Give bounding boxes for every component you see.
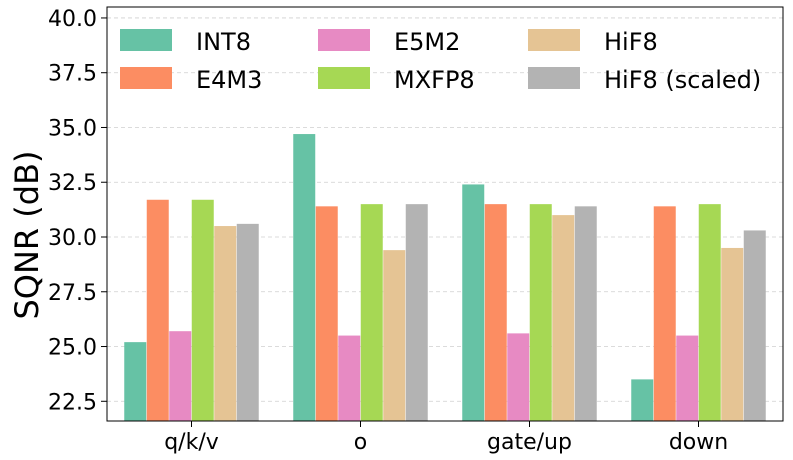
y-tick-label: 27.5 — [48, 281, 97, 306]
y-axis-label: SQNR (dB) — [8, 150, 46, 319]
legend: INT8 E5M2 HiF8 E4M3 MXFP8 HiF8 (scaled) — [120, 28, 761, 94]
legend-label: INT8 — [196, 28, 251, 56]
bar-hif8-scaled-q-k-v — [236, 223, 259, 421]
bar-e4m3-down — [653, 206, 676, 421]
bar-hif8-gate-up — [552, 215, 575, 421]
y-tick-label: 37.5 — [48, 62, 97, 87]
y-tick-label: 32.5 — [48, 171, 97, 196]
legend-label: HiF8 (scaled) — [604, 66, 761, 94]
bar-e5m2-down — [676, 335, 699, 421]
bar-hif8-scaled-o — [405, 204, 428, 421]
y-tick-label: 22.5 — [48, 390, 97, 415]
bar-mxfp8-q-k-v — [191, 199, 214, 421]
x-tick-label: q/k/v — [164, 430, 219, 455]
bars-layer — [124, 134, 766, 422]
bar-hif8-down — [721, 247, 744, 421]
bar-hif8-o — [383, 250, 406, 421]
x-tick-label: down — [669, 430, 728, 455]
legend-swatch — [318, 29, 370, 51]
x-tick-label: gate/up — [487, 430, 572, 455]
legend-swatch — [528, 67, 580, 89]
legend-swatch — [528, 29, 580, 51]
legend-label: MXFP8 — [394, 66, 475, 94]
bar-mxfp8-gate-up — [529, 204, 552, 421]
y-tick-label: 25.0 — [48, 336, 97, 361]
bar-mxfp8-o — [360, 204, 383, 421]
bar-e5m2-o — [338, 335, 361, 421]
legend-swatch — [120, 29, 172, 51]
legend-swatch — [120, 67, 172, 89]
bar-e5m2-gate-up — [507, 333, 530, 421]
bar-hif8-scaled-gate-up — [574, 206, 597, 421]
y-tick-label: 35.0 — [48, 116, 97, 141]
bar-hif8-q-k-v — [214, 226, 237, 421]
bar-mxfp8-down — [698, 204, 721, 421]
legend-swatch — [318, 67, 370, 89]
bar-int8-gate-up — [462, 184, 485, 421]
legend-label: E4M3 — [196, 66, 262, 94]
y-tick-label: 40.0 — [48, 7, 97, 32]
bar-int8-down — [631, 379, 654, 421]
x-tick-label: o — [354, 430, 367, 455]
bar-int8-o — [293, 134, 316, 422]
bar-e4m3-o — [315, 206, 338, 421]
bar-hif8-scaled-down — [743, 230, 766, 421]
plot-frame — [106, 6, 784, 422]
bar-int8-q-k-v — [124, 342, 147, 421]
bar-e5m2-q-k-v — [169, 331, 192, 421]
legend-label: E5M2 — [394, 28, 460, 56]
axes-layer: 22.5 25.0 27.5 30.0 32.5 35.0 37.5 40.0 q/k/v o ga… — [48, 6, 784, 455]
bar-e4m3-q-k-v — [146, 199, 169, 421]
y-tick-label: 30.0 — [48, 226, 97, 251]
legend-label: HiF8 — [604, 28, 658, 56]
bar-e4m3-gate-up — [484, 204, 507, 421]
